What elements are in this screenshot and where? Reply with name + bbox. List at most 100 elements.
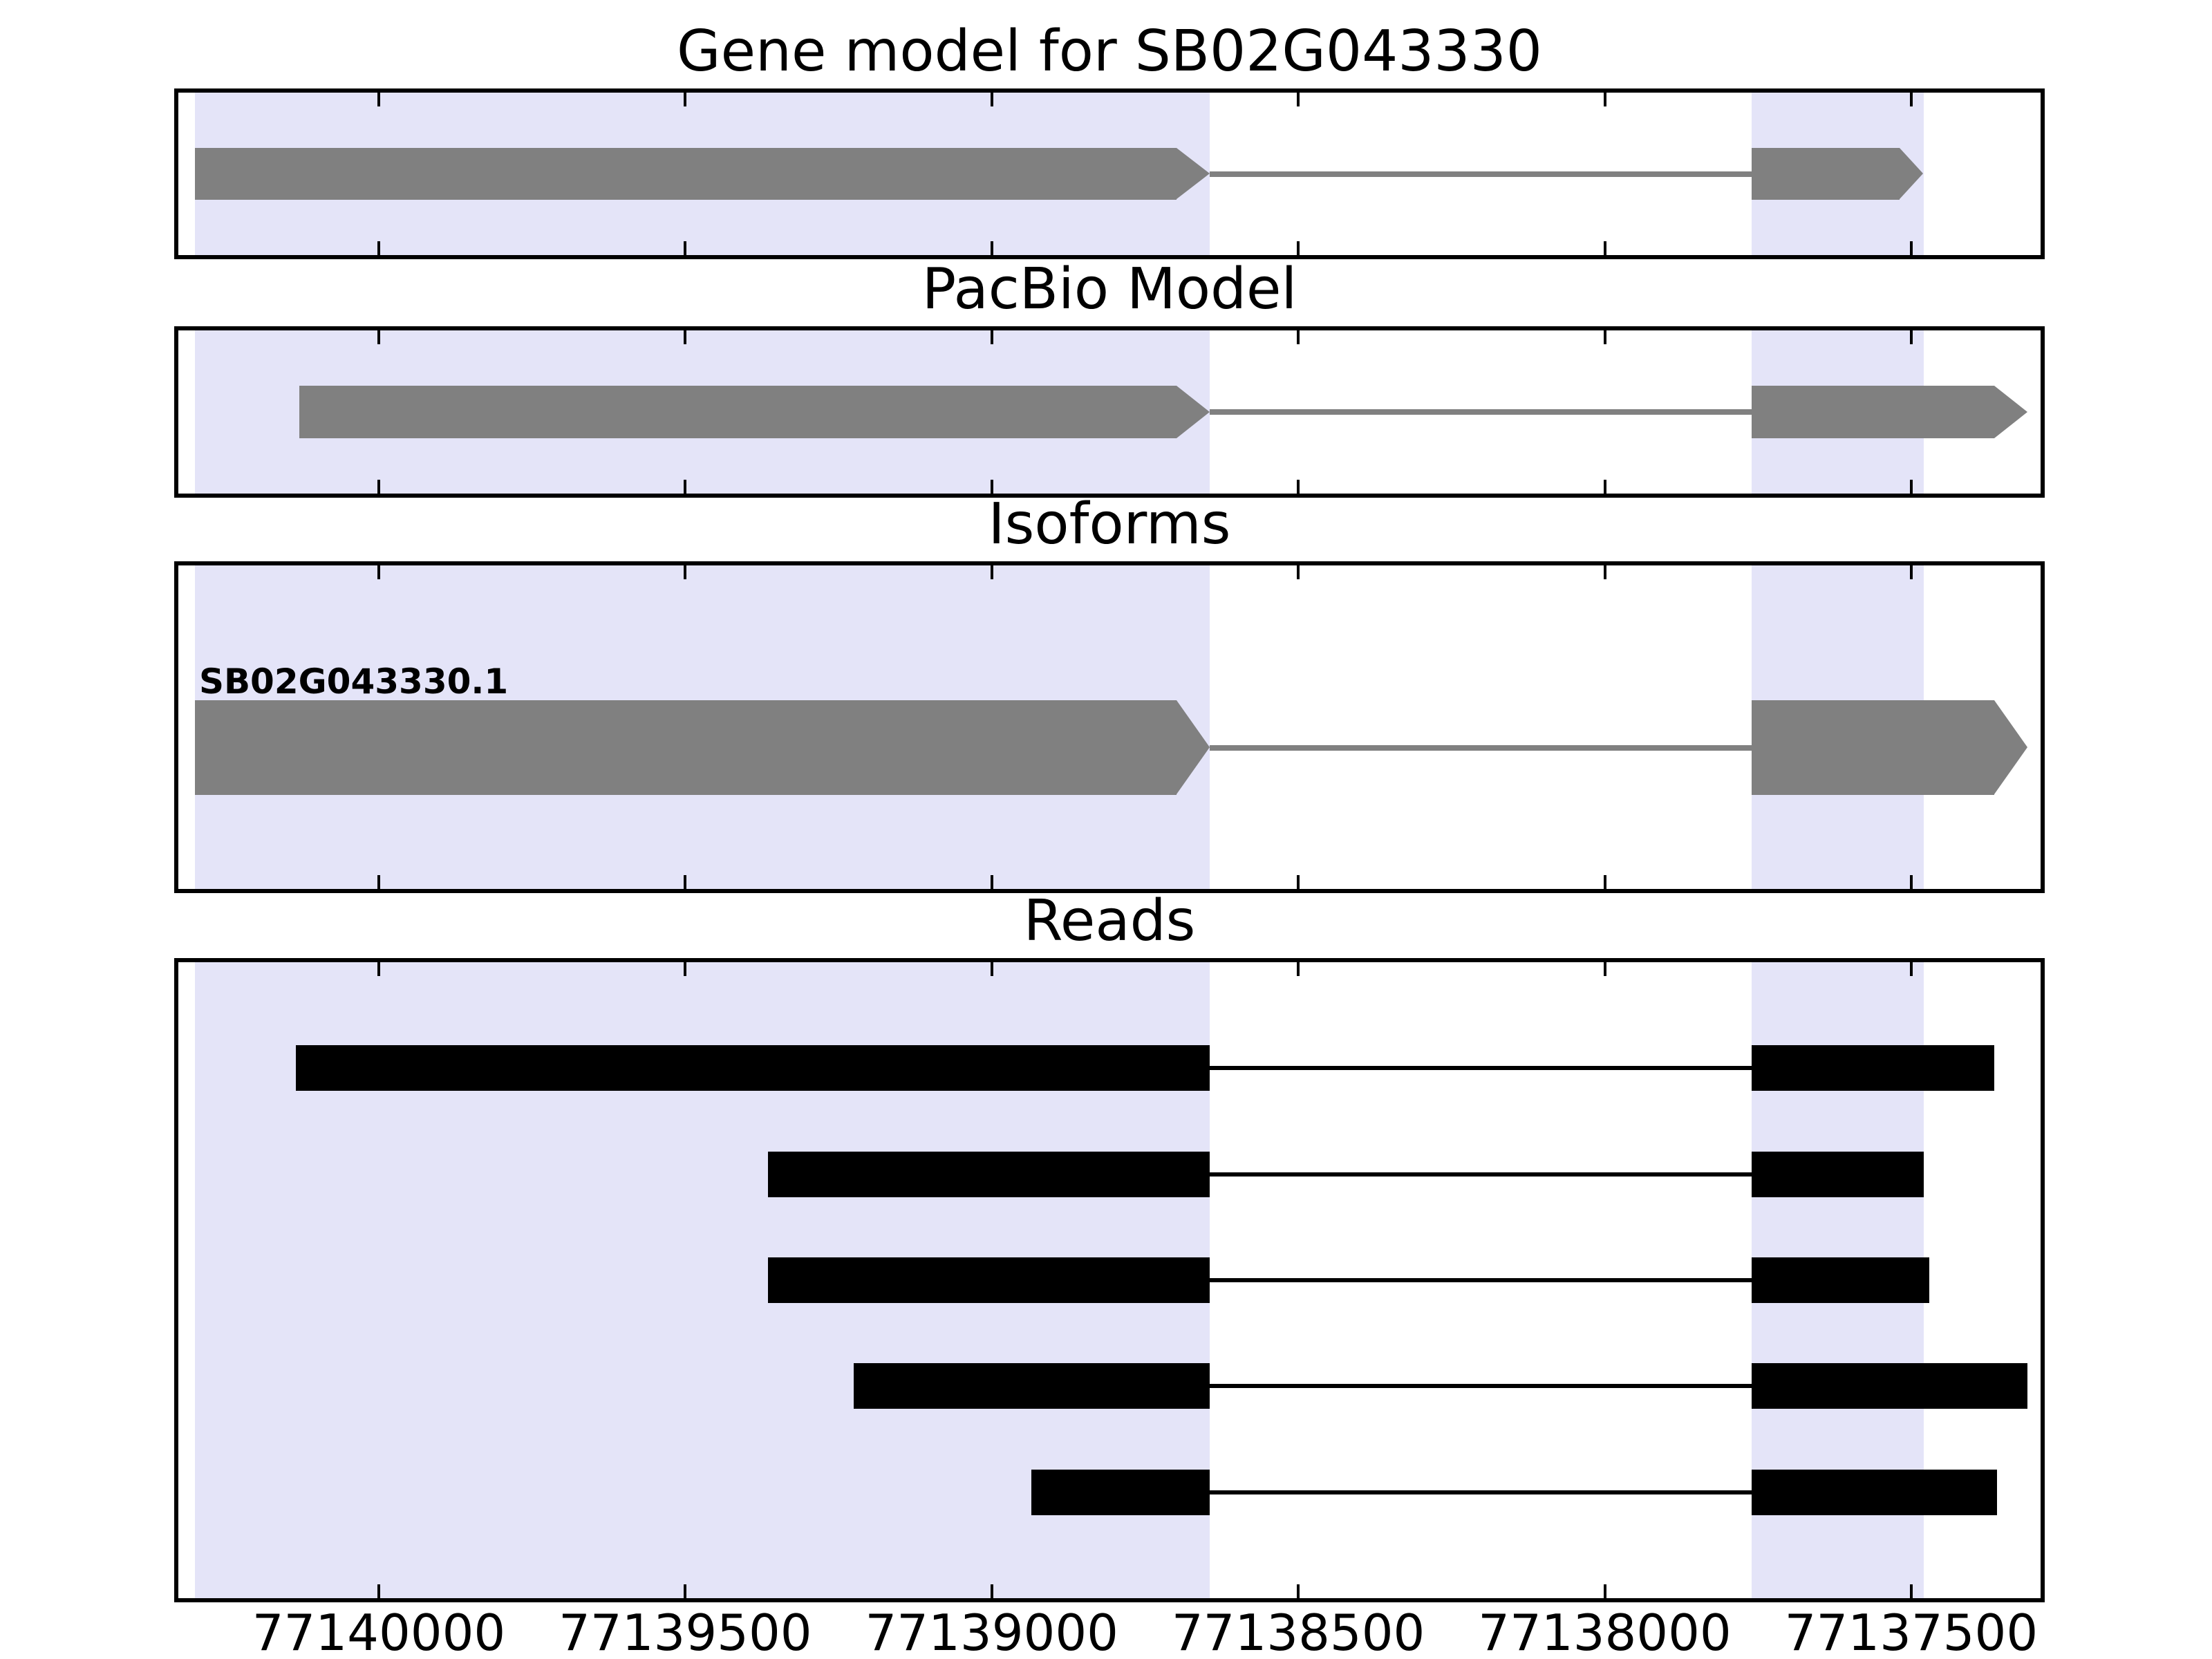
x-tick-mark [684, 565, 687, 579]
x-tick-mark [1603, 93, 1606, 106]
x-tick-mark [1603, 875, 1606, 889]
x-tick-mark [377, 330, 380, 344]
read-exon-bar [854, 1363, 1210, 1409]
read-exon-bar [1752, 1045, 1994, 1091]
x-tick-mark [684, 962, 687, 976]
read-exon-bar [1752, 1363, 2028, 1409]
x-tick-mark [1297, 565, 1300, 579]
x-tick-mark [1603, 962, 1606, 976]
panel-isoforms: SB02G043330.1 [174, 561, 2045, 893]
panel-title-isoforms: Isoforms [988, 491, 1231, 557]
panel-gene-model-plot-area [178, 93, 2041, 255]
exon-arrow-tip [1994, 386, 2028, 438]
x-tick-mark [684, 875, 687, 889]
x-axis: 77140000 77139500 77139000 77138500 77138000… [178, 1608, 2041, 1659]
x-axis-tick-label: 77137500 [1784, 1604, 2038, 1659]
exon-arrow-tip [1994, 700, 2028, 794]
x-axis-tick-label: 77138000 [1478, 1604, 1732, 1659]
intron-line [1209, 1066, 1752, 1071]
x-tick-mark [990, 565, 993, 579]
exon-arrow-tip [1899, 148, 1923, 199]
read-exon-bar [1752, 1469, 1998, 1515]
intron-line [1209, 1490, 1752, 1494]
x-tick-mark [377, 93, 380, 106]
x-tick-mark [684, 330, 687, 344]
x-tick-mark [1297, 480, 1300, 494]
x-tick-mark [1297, 93, 1300, 106]
intron-line [1209, 409, 1752, 415]
x-tick-mark [684, 241, 687, 255]
exon-arrow [1752, 386, 2028, 438]
x-tick-mark [377, 565, 380, 579]
x-tick-mark [377, 480, 380, 494]
exon-arrow [1752, 148, 1923, 200]
x-tick-mark [990, 962, 993, 976]
intron-line [1209, 1172, 1752, 1177]
x-tick-mark [684, 480, 687, 494]
x-tick-mark [990, 1584, 993, 1598]
x-tick-mark [377, 241, 380, 255]
x-tick-mark [990, 875, 993, 889]
panel-gene-model [174, 88, 2045, 259]
panel-reads-plot-area [178, 962, 2041, 1598]
exon-arrow-body [194, 700, 1177, 795]
exon-arrow-body [1752, 700, 1995, 795]
x-tick-mark [1909, 1584, 1913, 1598]
exon-arrow [1752, 700, 2028, 795]
exon-arrow-body [1752, 386, 1995, 438]
x-axis-tick-label: 77138500 [1171, 1604, 1425, 1659]
x-tick-mark [1909, 330, 1913, 344]
x-tick-mark [377, 875, 380, 889]
panel-reads [174, 958, 2045, 1602]
panel-pacbio-plot-area [178, 330, 2041, 494]
read-exon-bar [1752, 1257, 1930, 1303]
intron-line [1209, 744, 1752, 751]
x-tick-mark [1603, 480, 1606, 494]
x-tick-mark [1603, 330, 1606, 344]
x-tick-mark [1297, 241, 1300, 255]
read-exon-bar [1752, 1151, 1924, 1197]
read-exon-bar [768, 1257, 1210, 1303]
read-exon-bar [1031, 1469, 1210, 1515]
isoform-label: SB02G043330.1 [198, 662, 509, 702]
x-tick-mark [990, 241, 993, 255]
exon-arrow [299, 386, 1210, 438]
exon-arrow [194, 148, 1210, 200]
intron-line [1209, 171, 1752, 177]
panel-title-gene-model: Gene model for SB02G043330 [677, 19, 1542, 84]
x-tick-mark [684, 1584, 687, 1598]
x-axis-tick-label: 77140000 [252, 1604, 506, 1659]
x-tick-mark [990, 93, 993, 106]
intron-line [1209, 1384, 1752, 1389]
exon-arrow-body [1752, 148, 1900, 200]
x-tick-mark [990, 330, 993, 344]
x-tick-mark [1603, 1584, 1606, 1598]
panel-title-reads: Reads [1023, 888, 1196, 954]
x-tick-mark [1297, 1584, 1300, 1598]
x-axis-tick-label: 77139000 [865, 1604, 1118, 1659]
x-tick-mark [1909, 875, 1913, 889]
panel-isoforms-plot-area: SB02G043330.1 [178, 565, 2041, 889]
panel-title-pacbio-model: PacBio Model [921, 256, 1297, 322]
exon-arrow-body [299, 386, 1177, 438]
intron-line [1209, 1278, 1752, 1282]
exon-arrow-tip [1176, 386, 1210, 438]
x-tick-mark [1297, 962, 1300, 976]
exon-arrow [194, 700, 1210, 795]
x-axis-tick-label: 77139500 [559, 1604, 812, 1659]
x-tick-mark [990, 480, 993, 494]
exon-arrow-tip [1176, 148, 1210, 199]
exon-arrow-body [194, 148, 1177, 200]
x-tick-mark [1909, 962, 1913, 976]
x-tick-mark [1909, 480, 1913, 494]
x-tick-mark [1909, 93, 1913, 106]
x-tick-mark [377, 1584, 380, 1598]
x-tick-mark [377, 962, 380, 976]
x-tick-mark [1297, 330, 1300, 344]
x-tick-mark [1603, 565, 1606, 579]
x-tick-mark [1909, 565, 1913, 579]
read-exon-bar [296, 1045, 1210, 1091]
x-tick-mark [684, 93, 687, 106]
x-tick-mark [1297, 875, 1300, 889]
